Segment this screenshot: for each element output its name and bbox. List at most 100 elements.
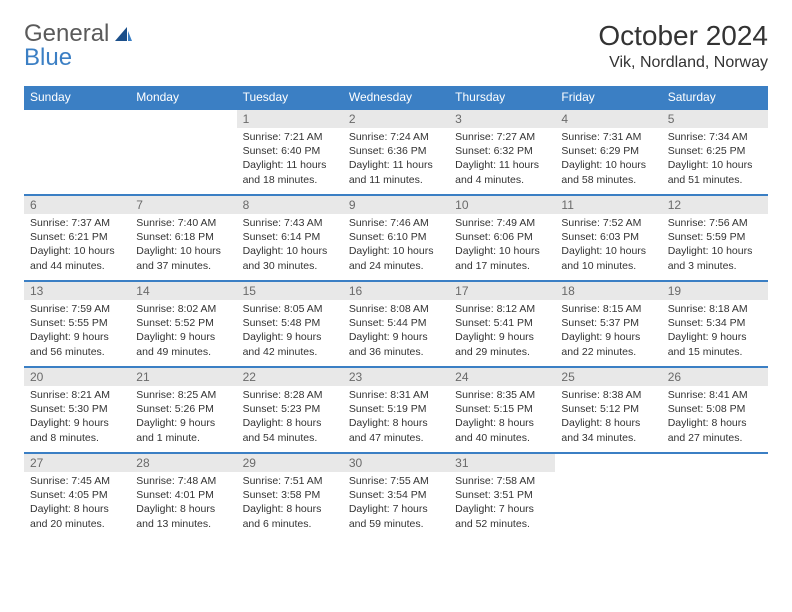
calendar-day: 12Sunrise: 7:56 AMSunset: 5:59 PMDayligh… xyxy=(662,194,768,280)
sunset: Sunset: 5:30 PM xyxy=(30,402,124,416)
daylight-line1: Daylight: 8 hours xyxy=(349,416,443,430)
calendar-day: 30Sunrise: 7:55 AMSunset: 3:54 PMDayligh… xyxy=(343,452,449,538)
dayhead: Monday xyxy=(130,86,236,108)
day-info: Sunrise: 8:18 AMSunset: 5:34 PMDaylight:… xyxy=(662,300,768,363)
sunset: Sunset: 5:55 PM xyxy=(30,316,124,330)
daylight-line1: Daylight: 10 hours xyxy=(455,244,549,258)
daylight-line1: Daylight: 9 hours xyxy=(136,330,230,344)
dayhead: Sunday xyxy=(24,86,130,108)
day-info: Sunrise: 8:31 AMSunset: 5:19 PMDaylight:… xyxy=(343,386,449,449)
sunset: Sunset: 6:10 PM xyxy=(349,230,443,244)
sunset: Sunset: 5:26 PM xyxy=(136,402,230,416)
day-info: Sunrise: 7:37 AMSunset: 6:21 PMDaylight:… xyxy=(24,214,130,277)
daylight-line2: and 24 minutes. xyxy=(349,259,443,273)
sunset: Sunset: 5:37 PM xyxy=(561,316,655,330)
day-number: 24 xyxy=(449,368,555,386)
daylight-line1: Daylight: 9 hours xyxy=(349,330,443,344)
daylight-line1: Daylight: 11 hours xyxy=(243,158,337,172)
day-info: Sunrise: 8:12 AMSunset: 5:41 PMDaylight:… xyxy=(449,300,555,363)
day-number: 29 xyxy=(237,454,343,472)
sunset: Sunset: 5:34 PM xyxy=(668,316,762,330)
calendar-day: 17Sunrise: 8:12 AMSunset: 5:41 PMDayligh… xyxy=(449,280,555,366)
calendar-day: 28Sunrise: 7:48 AMSunset: 4:01 PMDayligh… xyxy=(130,452,236,538)
sunrise: Sunrise: 8:41 AM xyxy=(668,388,762,402)
daylight-line2: and 51 minutes. xyxy=(668,173,762,187)
calendar-day: 14Sunrise: 8:02 AMSunset: 5:52 PMDayligh… xyxy=(130,280,236,366)
day-info: Sunrise: 7:34 AMSunset: 6:25 PMDaylight:… xyxy=(662,128,768,191)
day-info: Sunrise: 7:51 AMSunset: 3:58 PMDaylight:… xyxy=(237,472,343,535)
daylight-line2: and 3 minutes. xyxy=(668,259,762,273)
calendar-empty xyxy=(555,452,661,538)
calendar-grid: SundayMondayTuesdayWednesdayThursdayFrid… xyxy=(24,86,768,538)
calendar-day: 26Sunrise: 8:41 AMSunset: 5:08 PMDayligh… xyxy=(662,366,768,452)
sunrise: Sunrise: 8:12 AM xyxy=(455,302,549,316)
calendar-day: 5Sunrise: 7:34 AMSunset: 6:25 PMDaylight… xyxy=(662,108,768,194)
sunset: Sunset: 5:41 PM xyxy=(455,316,549,330)
calendar-day: 16Sunrise: 8:08 AMSunset: 5:44 PMDayligh… xyxy=(343,280,449,366)
calendar-day: 3Sunrise: 7:27 AMSunset: 6:32 PMDaylight… xyxy=(449,108,555,194)
day-number: 12 xyxy=(662,196,768,214)
calendar-day: 27Sunrise: 7:45 AMSunset: 4:05 PMDayligh… xyxy=(24,452,130,538)
day-info: Sunrise: 7:49 AMSunset: 6:06 PMDaylight:… xyxy=(449,214,555,277)
sunrise: Sunrise: 8:05 AM xyxy=(243,302,337,316)
day-info: Sunrise: 8:28 AMSunset: 5:23 PMDaylight:… xyxy=(237,386,343,449)
sunrise: Sunrise: 8:31 AM xyxy=(349,388,443,402)
day-info: Sunrise: 7:52 AMSunset: 6:03 PMDaylight:… xyxy=(555,214,661,277)
daylight-line2: and 36 minutes. xyxy=(349,345,443,359)
day-info: Sunrise: 7:27 AMSunset: 6:32 PMDaylight:… xyxy=(449,128,555,191)
day-info: Sunrise: 8:08 AMSunset: 5:44 PMDaylight:… xyxy=(343,300,449,363)
day-number: 8 xyxy=(237,196,343,214)
daylight-line1: Daylight: 8 hours xyxy=(668,416,762,430)
day-info: Sunrise: 7:21 AMSunset: 6:40 PMDaylight:… xyxy=(237,128,343,191)
day-number: 19 xyxy=(662,282,768,300)
daylight-line2: and 1 minute. xyxy=(136,431,230,445)
calendar-day: 20Sunrise: 8:21 AMSunset: 5:30 PMDayligh… xyxy=(24,366,130,452)
calendar-day: 19Sunrise: 8:18 AMSunset: 5:34 PMDayligh… xyxy=(662,280,768,366)
day-number: 21 xyxy=(130,368,236,386)
title-block: October 2024 Vik, Nordland, Norway xyxy=(598,20,768,72)
daylight-line1: Daylight: 9 hours xyxy=(30,330,124,344)
day-number: 4 xyxy=(555,110,661,128)
day-info: Sunrise: 7:40 AMSunset: 6:18 PMDaylight:… xyxy=(130,214,236,277)
sunrise: Sunrise: 8:38 AM xyxy=(561,388,655,402)
calendar-day: 23Sunrise: 8:31 AMSunset: 5:19 PMDayligh… xyxy=(343,366,449,452)
month-title: October 2024 xyxy=(598,20,768,52)
day-info: Sunrise: 7:56 AMSunset: 5:59 PMDaylight:… xyxy=(662,214,768,277)
sunset: Sunset: 6:40 PM xyxy=(243,144,337,158)
dayhead: Friday xyxy=(555,86,661,108)
daylight-line1: Daylight: 10 hours xyxy=(561,158,655,172)
daylight-line2: and 22 minutes. xyxy=(561,345,655,359)
daylight-line2: and 29 minutes. xyxy=(455,345,549,359)
logo-line2: Blue xyxy=(24,44,72,72)
sunrise: Sunrise: 8:02 AM xyxy=(136,302,230,316)
daylight-line1: Daylight: 11 hours xyxy=(349,158,443,172)
daylight-line1: Daylight: 8 hours xyxy=(136,502,230,516)
day-info: Sunrise: 8:25 AMSunset: 5:26 PMDaylight:… xyxy=(130,386,236,449)
daylight-line2: and 49 minutes. xyxy=(136,345,230,359)
daylight-line2: and 37 minutes. xyxy=(136,259,230,273)
calendar-day: 10Sunrise: 7:49 AMSunset: 6:06 PMDayligh… xyxy=(449,194,555,280)
calendar-day: 11Sunrise: 7:52 AMSunset: 6:03 PMDayligh… xyxy=(555,194,661,280)
day-info: Sunrise: 8:05 AMSunset: 5:48 PMDaylight:… xyxy=(237,300,343,363)
sunset: Sunset: 6:21 PM xyxy=(30,230,124,244)
day-info: Sunrise: 8:35 AMSunset: 5:15 PMDaylight:… xyxy=(449,386,555,449)
dayhead: Saturday xyxy=(662,86,768,108)
logo-sail-icon xyxy=(113,25,133,43)
day-info: Sunrise: 8:21 AMSunset: 5:30 PMDaylight:… xyxy=(24,386,130,449)
day-info: Sunrise: 7:31 AMSunset: 6:29 PMDaylight:… xyxy=(555,128,661,191)
calendar-day: 21Sunrise: 8:25 AMSunset: 5:26 PMDayligh… xyxy=(130,366,236,452)
calendar-day: 13Sunrise: 7:59 AMSunset: 5:55 PMDayligh… xyxy=(24,280,130,366)
calendar-day: 8Sunrise: 7:43 AMSunset: 6:14 PMDaylight… xyxy=(237,194,343,280)
daylight-line1: Daylight: 9 hours xyxy=(561,330,655,344)
sunrise: Sunrise: 7:46 AM xyxy=(349,216,443,230)
sunset: Sunset: 6:06 PM xyxy=(455,230,549,244)
day-number: 16 xyxy=(343,282,449,300)
sunrise: Sunrise: 8:25 AM xyxy=(136,388,230,402)
day-number: 6 xyxy=(24,196,130,214)
day-number: 9 xyxy=(343,196,449,214)
daylight-line2: and 10 minutes. xyxy=(561,259,655,273)
daylight-line1: Daylight: 10 hours xyxy=(30,244,124,258)
calendar-empty xyxy=(130,108,236,194)
day-info: Sunrise: 7:55 AMSunset: 3:54 PMDaylight:… xyxy=(343,472,449,535)
daylight-line2: and 17 minutes. xyxy=(455,259,549,273)
